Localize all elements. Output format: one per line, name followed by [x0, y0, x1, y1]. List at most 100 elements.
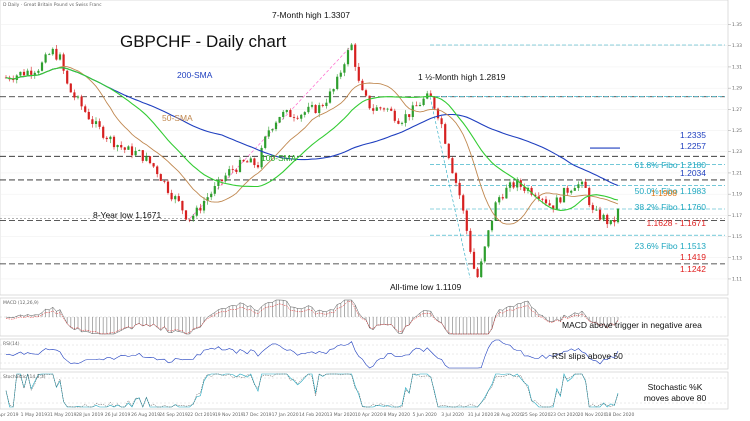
- date-label: 31 Jul 2020: [468, 412, 494, 418]
- candle-body: [94, 121, 98, 125]
- candle-body: [224, 175, 227, 182]
- candle-body: [498, 197, 501, 203]
- candle-body: [127, 146, 130, 150]
- sma200-label: 200-SMA: [177, 70, 213, 80]
- candle-body: [400, 122, 404, 124]
- candle-body: [364, 90, 368, 96]
- candle-body: [444, 124, 447, 144]
- candle-body: [382, 108, 386, 110]
- candle-body: [616, 208, 620, 223]
- candle-body: [69, 83, 72, 93]
- candle-body: [271, 129, 274, 131]
- candle-body: [112, 136, 116, 148]
- candle-body: [296, 117, 299, 119]
- candle-body: [462, 195, 465, 211]
- price-tick-label: 1.23: [732, 149, 742, 155]
- price-tick-label: 1.13: [732, 255, 742, 261]
- candle-body: [289, 110, 292, 118]
- level-label-1-1242: 1.1242: [680, 264, 706, 274]
- candle-body: [76, 96, 80, 98]
- rsi-caption: RSI slips above 50: [552, 351, 623, 361]
- candle-body: [73, 92, 76, 98]
- candle-body: [451, 158, 454, 174]
- candle-body: [501, 197, 504, 199]
- stoch-caption-line-1: Stochastic %K: [648, 382, 703, 392]
- candle-body: [580, 181, 584, 185]
- candle-body: [260, 147, 263, 168]
- candle-body: [228, 169, 231, 176]
- candle-body: [544, 199, 548, 204]
- candle-body: [577, 184, 580, 189]
- candle-body: [541, 198, 544, 200]
- candle-body: [40, 62, 44, 71]
- candle-body: [375, 107, 378, 111]
- candle-body: [490, 220, 494, 231]
- candle-body: [512, 182, 515, 188]
- candle-body: [166, 181, 170, 193]
- candle-body: [87, 111, 90, 120]
- candle-body: [152, 163, 155, 167]
- candle-body: [429, 93, 432, 97]
- date-label: 1 May 2019: [21, 412, 48, 418]
- candle-body: [22, 71, 26, 76]
- candle-body: [606, 214, 609, 225]
- candle-body: [555, 197, 558, 210]
- candle-body: [523, 186, 526, 191]
- candle-body: [58, 54, 62, 60]
- candle-body: [30, 70, 33, 75]
- price-tick-label: 1.11: [732, 276, 742, 282]
- level-label-1-1419: 1.1419: [680, 252, 706, 262]
- candle-body: [174, 196, 177, 200]
- candle-body: [156, 166, 159, 175]
- candle-body: [217, 179, 220, 187]
- candle-body: [116, 145, 119, 148]
- candle-body: [436, 108, 440, 119]
- candle-body: [346, 50, 350, 65]
- level-label-fibo-23-6: 23.6% Fibo 1.1513: [635, 241, 707, 251]
- candle-body: [91, 119, 94, 125]
- candle-body: [487, 230, 490, 247]
- candle-body: [328, 91, 332, 103]
- candle-body: [238, 159, 242, 172]
- sma50-line: [5, 65, 619, 225]
- level-label-1-2257: 1.2257: [680, 141, 706, 151]
- date-label: 10 Apr 2020: [355, 412, 383, 418]
- candle-body: [613, 220, 616, 223]
- macd-caption: MACD above trigger in negative area: [562, 320, 702, 330]
- candle-body: [159, 174, 162, 181]
- candle-body: [84, 106, 87, 112]
- candle-body: [598, 209, 602, 220]
- candle-body: [588, 187, 591, 206]
- candle-body: [325, 102, 328, 107]
- candle-body: [584, 181, 587, 188]
- trendlines: [189, 44, 471, 279]
- candle-body: [530, 187, 533, 195]
- candle-body: [62, 54, 65, 71]
- candle-body: [163, 180, 166, 182]
- candle-body: [469, 230, 472, 252]
- candle-body: [213, 186, 216, 194]
- sma100-line: [5, 67, 619, 211]
- candle-body: [188, 219, 191, 221]
- candle-body: [415, 105, 418, 107]
- candle-body: [552, 205, 555, 210]
- candle-body: [55, 48, 58, 60]
- candle-body: [145, 156, 148, 161]
- price-tick-label: 1.35: [732, 22, 742, 28]
- candle-body: [390, 108, 393, 111]
- price-tick-label: 1.17: [732, 213, 742, 219]
- candle-body: [397, 120, 400, 124]
- date-label: 28 Aug 2020: [494, 412, 523, 418]
- candle-body: [195, 207, 198, 216]
- candle-body: [26, 70, 29, 76]
- candle-body: [343, 64, 346, 73]
- moving-averages: [5, 65, 620, 225]
- level-label-1-2034: 1.2034: [680, 168, 706, 178]
- candle-body: [235, 169, 238, 172]
- candle-body: [609, 220, 612, 225]
- level-label-fibo-61-8: 61.8% Fibo 1.2180: [635, 160, 707, 170]
- candle-body: [249, 158, 252, 163]
- candle-body: [307, 106, 310, 113]
- stoch-k-line: [5, 373, 619, 408]
- date-label: 4 Apr 2019: [0, 412, 19, 418]
